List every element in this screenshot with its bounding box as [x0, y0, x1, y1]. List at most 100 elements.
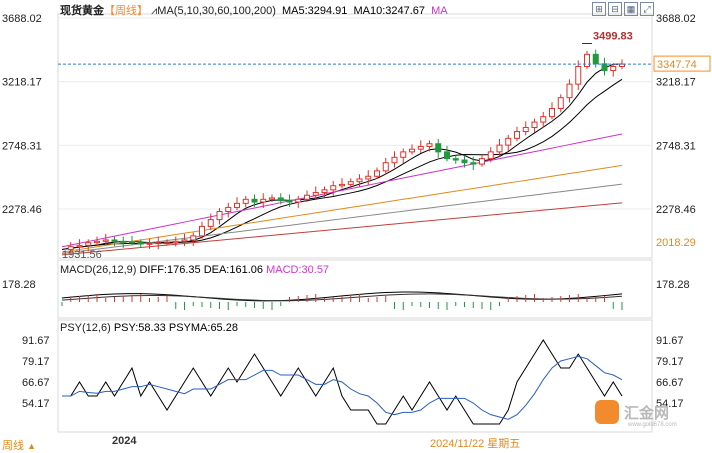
psy-value: PSY:58.33 — [113, 322, 166, 334]
candle-body — [94, 240, 100, 244]
candle-body — [225, 206, 232, 212]
ma-label: MA(5,10,30,60,100,200) — [157, 5, 276, 17]
psyma-line — [62, 355, 623, 420]
psy-label: PSY(12,6) — [60, 322, 111, 334]
candle-body — [522, 126, 529, 133]
ma200-line — [61, 202, 623, 256]
ma10-value: MA10:3247.67 — [353, 5, 426, 17]
ma60-line — [61, 164, 623, 253]
candle-body — [391, 156, 398, 164]
candle-body — [496, 144, 503, 153]
candle-body — [409, 148, 415, 153]
y-tick-left: 3688.02 — [2, 13, 42, 25]
candle-body — [461, 159, 468, 164]
high-label: 3499.83 — [593, 30, 633, 42]
macd-y-tick-right: 178.28 — [656, 279, 690, 291]
candle-body — [426, 143, 433, 147]
watermark-url: www.gold678.com — [628, 422, 677, 428]
x-label-year: 2024 — [112, 435, 137, 447]
candle-body — [444, 151, 450, 160]
candle-body — [234, 202, 240, 208]
ma-chart-icon[interactable]: ⩘ — [151, 5, 158, 17]
candle-body — [619, 63, 625, 68]
candle-body — [470, 162, 477, 165]
y-tick-right: 2278.46 — [656, 204, 696, 216]
macd-label: MACD(26,12,9) — [60, 264, 137, 276]
candle-body — [566, 83, 573, 99]
ma5-line — [61, 63, 623, 250]
candle-body — [549, 108, 555, 118]
grid-icon[interactable]: ▦ — [624, 2, 638, 16]
candle-body — [435, 143, 442, 153]
psy-y-tick-left: 66.67 — [22, 377, 50, 389]
candle-body — [531, 121, 538, 128]
candle-body — [102, 239, 109, 242]
period-button-label: 周线 — [2, 440, 24, 452]
panel-frame — [57, 259, 653, 319]
candle-body — [365, 175, 372, 180]
psy-y-tick-left: 91.67 — [22, 335, 50, 347]
candle-body — [277, 197, 284, 202]
candle-body — [452, 158, 459, 161]
candle-body — [190, 235, 197, 241]
psy-y-tick-right: 66.67 — [656, 377, 684, 389]
y-tick-left: 2748.31 — [2, 140, 42, 152]
candle-body — [575, 66, 582, 85]
period-bracket[interactable]: 【周线】 — [104, 5, 148, 17]
candle-body — [181, 239, 188, 242]
ma5-value: MA5:3294.91 — [281, 5, 348, 17]
candle-body — [304, 194, 310, 200]
ma-more[interactable]: MA — [431, 5, 448, 17]
grid-plus-icon[interactable]: ⊞ — [592, 2, 606, 16]
psy-header: PSY(12,6) PSY:58.33 PSYMA:65.28 — [60, 322, 238, 334]
current-price-label: 3347.74 — [657, 59, 697, 71]
candle-body — [400, 151, 407, 158]
candle-body — [164, 242, 170, 245]
candle-body — [216, 210, 223, 221]
low-label: 1931.56 — [62, 249, 102, 261]
candle-body — [120, 240, 127, 243]
ma100-line — [61, 183, 623, 254]
candle-body — [155, 242, 162, 245]
candle-body — [330, 185, 337, 191]
panel-frame — [57, 319, 653, 433]
candle-body — [540, 116, 547, 123]
period-button[interactable]: 周线 ▲ — [2, 437, 36, 453]
candle-body — [601, 63, 608, 72]
psy-line — [62, 339, 623, 425]
candle-body — [321, 189, 328, 194]
candle-body — [382, 162, 389, 172]
grid-minus-icon[interactable]: ⊟ — [608, 2, 622, 16]
period-arrow-icon: ▲ — [27, 441, 36, 451]
expand-icon[interactable]: ⤢ — [640, 2, 654, 16]
candle-body — [207, 219, 214, 227]
psy-y-tick-left: 79.17 — [22, 356, 50, 368]
candle-body — [199, 225, 205, 237]
candle-body — [312, 192, 319, 196]
candle-body — [85, 242, 92, 246]
psyma-value: PSYMA:65.28 — [168, 322, 238, 334]
candle-body — [347, 181, 354, 185]
candle-body — [269, 197, 275, 200]
candle-body — [260, 198, 267, 203]
candle-body — [584, 53, 590, 68]
candle-body — [286, 200, 293, 203]
watermark-brand: 汇金网 — [624, 405, 670, 422]
header-row: 现货黄金【周线】 ⩘MA(5,10,30,60,100,200) MA5:329… — [60, 2, 448, 18]
y-tick-left: 3218.17 — [2, 77, 42, 89]
candle-body — [76, 244, 83, 248]
psy-y-tick-right: 54.17 — [656, 398, 684, 410]
psy-y-tick-right: 91.67 — [656, 335, 684, 347]
candle-body — [339, 183, 345, 187]
candle-body — [487, 151, 494, 160]
candle-body — [251, 198, 258, 203]
gold678-logo-icon — [595, 400, 619, 424]
candle-body — [592, 53, 599, 65]
macd-header: MACD(26,12,9) DIFF:176.35 DEA:161.06 MAC… — [60, 264, 329, 276]
instrument-name: 现货黄金 — [60, 5, 104, 17]
y-tick-left: 2278.46 — [2, 204, 42, 216]
macd-value: MACD:30.57 — [266, 264, 330, 276]
psy-y-tick-right: 79.17 — [656, 356, 684, 368]
candle-body — [111, 239, 118, 242]
